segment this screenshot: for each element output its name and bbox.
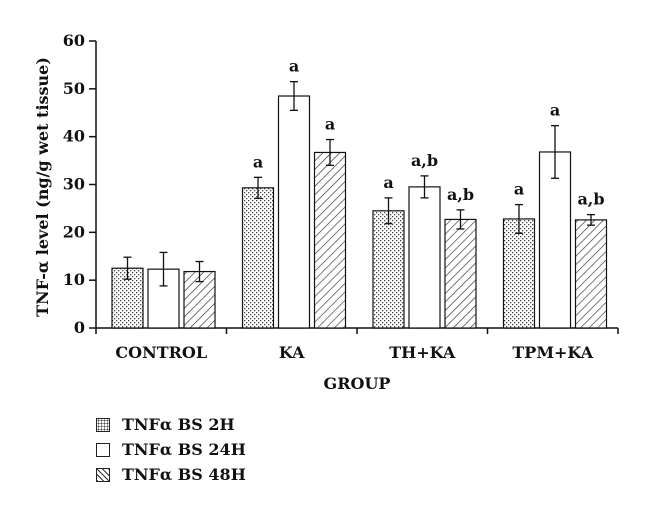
- bar: [147, 268, 180, 329]
- x-tick-label: CONTROL: [115, 343, 207, 362]
- legend-item: TNFα BS 2H: [96, 412, 246, 437]
- y-tick-label: 60: [63, 31, 85, 50]
- y-tick-label: 20: [63, 222, 85, 241]
- bars: a a a a a,b a,b a a a,b: [111, 57, 608, 329]
- x-tick-label: TH+KA: [389, 343, 456, 362]
- y-tick-label: 0: [74, 318, 85, 337]
- y-axis: 0 10 20 30 40 50 60: [63, 31, 97, 337]
- legend-label: TNFα BS 48H: [122, 465, 246, 484]
- legend-item: TNFα BS 24H: [96, 437, 246, 462]
- significance-label: a: [253, 152, 263, 171]
- significance-label: a,b: [577, 190, 604, 209]
- legend-item: TNFα BS 48H: [96, 462, 246, 487]
- x-axis-title: GROUP: [324, 374, 391, 393]
- x-axis: CONTROL KA TH+KA TPM+KA: [95, 327, 619, 362]
- bar: [372, 210, 405, 329]
- bar: [111, 267, 144, 329]
- y-tick-label: 40: [63, 127, 85, 146]
- bar: [444, 218, 477, 329]
- legend-swatch-hatch: [96, 467, 110, 482]
- x-tick-label: TPM+KA: [512, 343, 593, 362]
- significance-label: a,b: [447, 185, 474, 204]
- significance-label: a: [289, 57, 299, 76]
- x-tick-label: KA: [279, 343, 305, 362]
- bar: [574, 219, 608, 329]
- y-tick-label: 10: [63, 270, 85, 289]
- legend-label: TNFα BS 2H: [122, 415, 235, 434]
- bar: [241, 187, 275, 329]
- legend: TNFα BS 2H TNFα BS 24H TNFα BS 48H: [96, 412, 246, 487]
- bar: [313, 151, 347, 329]
- legend-swatch-open: [96, 442, 110, 457]
- bar: [502, 218, 536, 329]
- significance-label: a: [514, 180, 524, 199]
- legend-label: TNFα BS 24H: [122, 440, 246, 459]
- significance-label: a: [325, 115, 335, 134]
- bar: [277, 95, 311, 329]
- bar: [408, 186, 441, 329]
- y-axis-title: TNF-α level (ng/g wet tissue): [33, 57, 52, 317]
- bar: [538, 151, 572, 329]
- y-tick-label: 30: [63, 175, 85, 194]
- legend-swatch-dots: [96, 417, 110, 432]
- significance-label: a: [550, 101, 560, 120]
- significance-label: a: [383, 173, 393, 192]
- significance-label: a,b: [411, 151, 438, 170]
- y-tick-label: 50: [63, 79, 85, 98]
